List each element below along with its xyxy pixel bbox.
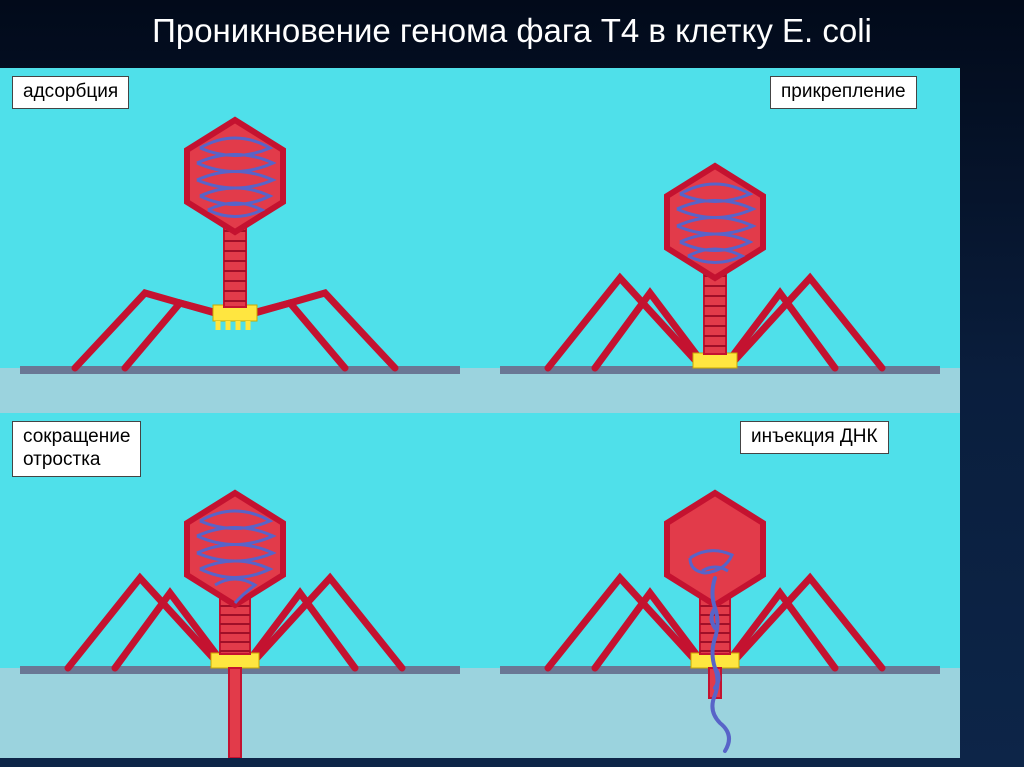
panel-adsorption: адсорбция — [0, 68, 480, 413]
panel-injection: инъекция ДНК — [480, 413, 960, 758]
page-title: Проникновение генома фага Т4 в клетку E.… — [0, 0, 1024, 68]
label-injection: инъекция ДНК — [740, 421, 889, 454]
panel-contraction: сокращение отростка — [0, 413, 480, 758]
panel-attachment: прикрепление — [480, 68, 960, 413]
label-attachment: прикрепление — [770, 76, 917, 109]
phage-svg-attachment — [480, 68, 960, 413]
label-contraction: сокращение отростка — [12, 421, 141, 477]
phage-svg-adsorption — [0, 68, 480, 413]
phage-svg-injection — [480, 413, 960, 758]
label-adsorption: адсорбция — [12, 76, 129, 109]
diagram-container: адсорбция — [0, 68, 960, 758]
